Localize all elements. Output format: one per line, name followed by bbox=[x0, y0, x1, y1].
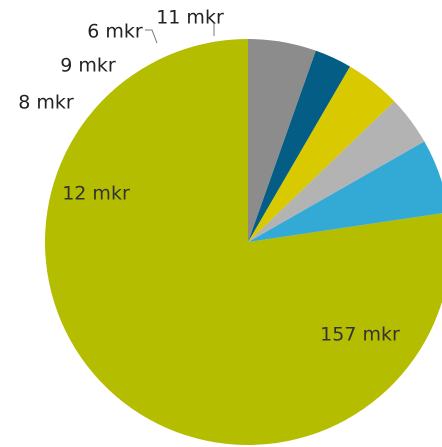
slice-label-4: 6 mkr bbox=[87, 21, 143, 43]
slice-label-2: 8 mkr bbox=[18, 92, 74, 114]
slice-label-1: 12 mkr bbox=[62, 183, 130, 205]
slice-label-5: 11 mkr bbox=[156, 7, 224, 29]
pie-slice-0 bbox=[45, 39, 442, 445]
pie-slice-3 bbox=[248, 66, 395, 242]
slice-labels: 157 mkr 12 mkr 8 mkr 9 mkr 6 mkr 11 mkr bbox=[18, 7, 400, 346]
label-leaders bbox=[145, 22, 215, 44]
pie-slice-2 bbox=[248, 101, 425, 243]
pie-slice-4 bbox=[248, 50, 350, 242]
pie-slice-5 bbox=[248, 39, 316, 242]
leader-line-4 bbox=[145, 29, 158, 44]
pie-slice-1 bbox=[248, 141, 442, 242]
pie-slices bbox=[45, 39, 442, 445]
slice-label-3: 9 mkr bbox=[60, 55, 116, 77]
slice-label-0: 157 mkr bbox=[320, 324, 400, 346]
